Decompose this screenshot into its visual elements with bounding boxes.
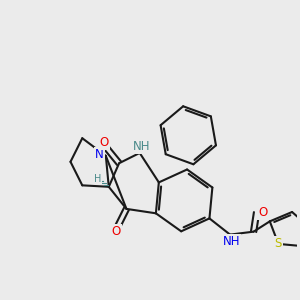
Text: N: N bbox=[95, 148, 104, 161]
Text: O: O bbox=[258, 206, 268, 219]
Text: NH: NH bbox=[133, 140, 151, 153]
Text: S: S bbox=[275, 237, 282, 250]
Text: O: O bbox=[100, 136, 109, 149]
Text: H: H bbox=[94, 174, 101, 184]
Text: O: O bbox=[112, 225, 121, 239]
Text: NH: NH bbox=[223, 235, 240, 248]
